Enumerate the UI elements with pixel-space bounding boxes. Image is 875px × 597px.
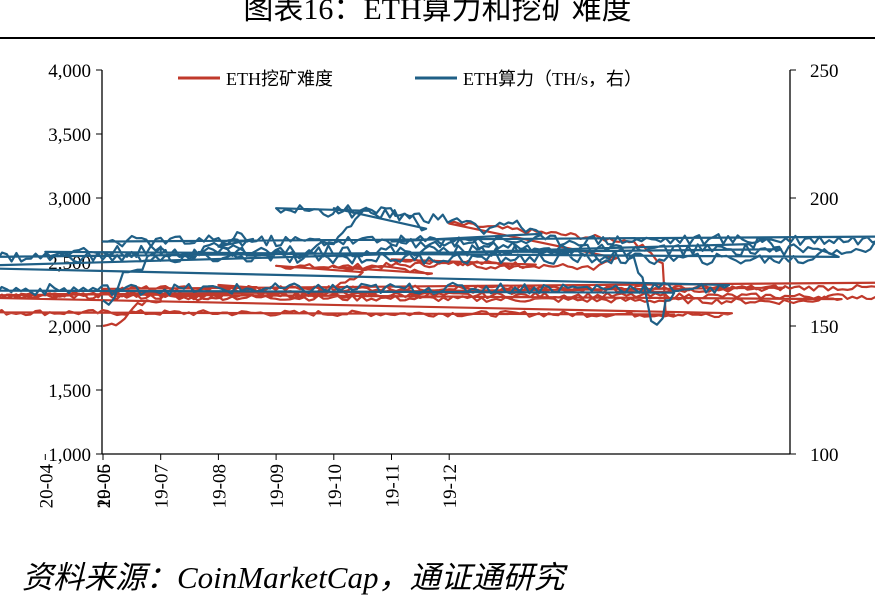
x-tick-label: 19-10 — [325, 464, 346, 508]
x-tick-label: 20-04 — [36, 464, 57, 509]
y-right-tick-label: 200 — [810, 189, 839, 210]
top-divider — [0, 37, 875, 39]
y-right-tick-label: 250 — [810, 61, 839, 82]
chart-legend: ETH挖矿难度 ETH算力（TH/s，右） — [178, 69, 642, 89]
y-right-tick-label: 150 — [810, 317, 839, 338]
x-tick-label: 19-11 — [383, 464, 404, 508]
eth-chart: 1,0001,5002,0002,5003,0003,5004,00010015… — [0, 61, 875, 509]
x-tick-label: 20-05 — [94, 464, 115, 508]
chart-series — [0, 204, 875, 328]
x-tick-label: 19-06 — [94, 464, 115, 508]
y-left-tick-label: 3,500 — [48, 125, 91, 146]
y-left-tick-label: 1,000 — [48, 445, 91, 466]
legend-label-hashrate: ETH算力（TH/s，右） — [463, 69, 642, 89]
x-tick-label: 19-08 — [209, 464, 230, 508]
chart-ticks: 1,0001,5002,0002,5003,0003,5004,00010015… — [36, 61, 839, 509]
y-left-tick-label: 4,000 — [48, 61, 91, 82]
legend-label-difficulty: ETH挖矿难度 — [226, 69, 333, 89]
y-right-tick-label: 100 — [810, 445, 839, 466]
chart-title: 图表16：ETH算力和挖矿难度 — [243, 0, 632, 26]
x-tick-label: 19-09 — [267, 464, 288, 508]
source-note: 资料来源：CoinMarketCap，通证通研究 — [22, 560, 565, 595]
y-left-tick-label: 3,000 — [48, 189, 91, 210]
x-tick-label: 19-12 — [440, 464, 461, 508]
y-left-tick-label: 1,500 — [48, 381, 91, 402]
y-left-tick-label: 2,000 — [48, 317, 91, 338]
x-tick-label: 19-07 — [152, 464, 173, 508]
series-line-hashrate — [0, 204, 875, 326]
